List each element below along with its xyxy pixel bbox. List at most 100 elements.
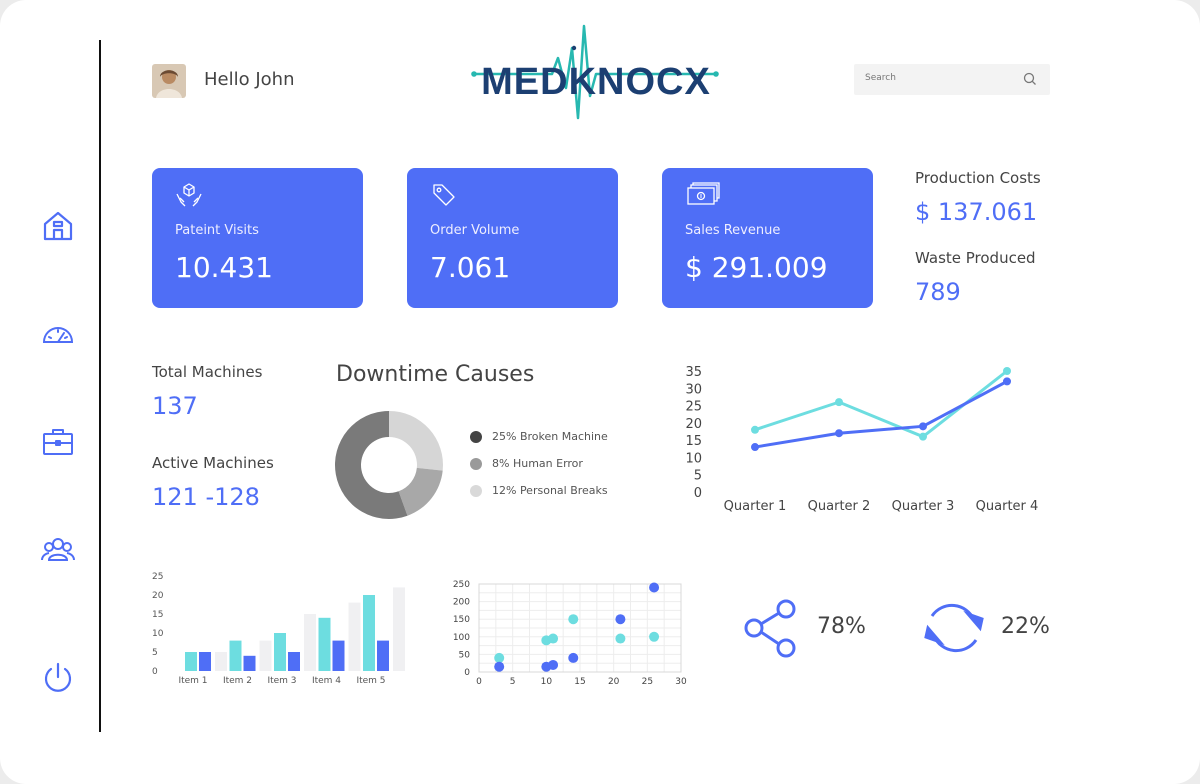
gauge-icon[interactable] [40, 316, 76, 352]
bar-blue [288, 652, 300, 671]
scatter-point [568, 614, 579, 625]
x-tick-label: 20 [608, 677, 620, 687]
scatter-point [494, 661, 505, 672]
medknocx-logo: MEDKNOCX [471, 24, 719, 120]
x-tick-label: Quarter 1 [724, 499, 787, 514]
bar-cyan [229, 640, 242, 671]
kpi-value: 7.061 [430, 251, 511, 284]
scatter-point [568, 652, 579, 663]
data-point [919, 432, 927, 441]
x-tick-label: Item 3 [267, 676, 296, 686]
data-point [751, 425, 759, 434]
x-tick-label: 10 [541, 677, 553, 687]
bar-blue [377, 640, 389, 671]
y-tick-label: 200 [453, 598, 470, 608]
scatter-point [548, 659, 559, 670]
search-input[interactable]: Search [854, 64, 1050, 95]
y-tick-label: 5 [152, 648, 158, 658]
power-icon[interactable] [40, 660, 76, 696]
active-machines-label: Active Machines [152, 454, 274, 472]
legend-dot-broken [470, 431, 482, 443]
users-icon[interactable] [40, 532, 76, 568]
bar-background [304, 614, 316, 671]
data-point [835, 398, 843, 407]
home-icon[interactable] [40, 208, 76, 244]
bar-background [348, 602, 361, 671]
y-tick-label: 10 [685, 451, 702, 466]
logo-text: MEDKNOCX [481, 61, 711, 103]
data-point [835, 429, 843, 438]
y-tick-label: 0 [694, 486, 702, 501]
y-tick-label: 50 [459, 650, 471, 660]
y-tick-label: 20 [685, 417, 702, 432]
x-tick-label: Item 2 [223, 676, 252, 686]
y-tick-label: 150 [453, 615, 470, 625]
y-tick-label: 35 [685, 365, 702, 380]
production-costs-label: Production Costs [915, 169, 1041, 187]
plot-border [478, 583, 682, 673]
kpi-card-patient-visits[interactable]: Pateint Visits 10.431 [152, 168, 363, 308]
bar-background [259, 640, 272, 671]
items-bar-chart: 25 20 15 10 5 0 Item 1 Item 2 Item 3 Item 4 Item 5 [152, 572, 405, 686]
y-tick-label: 250 [453, 580, 470, 590]
bar-background [393, 587, 405, 671]
scatter-point [649, 631, 660, 642]
active-machines-value: 121 -128 [152, 483, 260, 511]
data-point [751, 443, 759, 452]
y-tick-label: 0 [152, 667, 158, 677]
y-tick-label: 10 [152, 629, 164, 639]
series-line [754, 369, 1008, 439]
waste-produced-label: Waste Produced [915, 249, 1036, 267]
search-placeholder: Search [865, 73, 896, 83]
y-tick-label: 0 [464, 668, 470, 678]
waste-produced-value: 789 [915, 278, 961, 306]
data-point [919, 422, 927, 431]
avatar[interactable] [152, 64, 186, 98]
bar-cyan [185, 652, 197, 671]
search-icon[interactable] [1022, 71, 1038, 87]
x-tick-label: Quarter 4 [976, 499, 1039, 514]
x-tick-label: 0 [476, 677, 482, 687]
scatter-chart: 250 200 150 100 50 00 5 10 15 20 25 30 [453, 580, 687, 687]
data-point [1003, 377, 1011, 386]
legend-dot-human [470, 458, 482, 470]
y-tick-label: 100 [453, 633, 470, 643]
kpi-card-order-volume[interactable]: Order Volume 7.061 [407, 168, 618, 308]
y-tick-label: 5 [694, 469, 702, 484]
series-line [754, 380, 1008, 449]
legend-dot-breaks [470, 485, 482, 497]
kpi-label: Pateint Visits [175, 223, 259, 238]
donut-slice-human-error [398, 467, 443, 516]
y-tick-label: 15 [152, 610, 163, 620]
briefcase-icon[interactable] [40, 424, 76, 460]
y-tick-label: 30 [685, 382, 702, 397]
cash-icon [687, 182, 720, 205]
bar-cyan [363, 595, 375, 671]
y-tick-label: 25 [152, 572, 163, 582]
downtime-title: Downtime Causes [336, 362, 535, 387]
total-machines-value: 137 [152, 392, 198, 420]
hands-box-icon [176, 183, 202, 207]
kpi-card-sales-revenue[interactable]: Sales Revenue $ 291.009 [662, 168, 873, 308]
x-tick-label: 5 [510, 677, 516, 687]
y-tick-label: 15 [685, 434, 702, 449]
share-percentage: 78% [817, 614, 866, 639]
x-tick-label: Quarter 3 [892, 499, 955, 514]
bar-blue [332, 640, 345, 671]
refresh-percentage: 22% [1001, 614, 1050, 639]
scatter-point [649, 582, 660, 593]
sidebar-divider [99, 40, 101, 732]
x-tick-label: Item 5 [356, 676, 385, 686]
data-point [1003, 367, 1011, 375]
bar-blue [199, 652, 211, 671]
donut-slice-personal-breaks [389, 411, 443, 471]
x-tick-label: Item 4 [312, 676, 341, 686]
x-tick-label: Item 1 [178, 676, 207, 686]
legend-broken-machine: 25% Broken Machine [492, 430, 608, 443]
kpi-label: Order Volume [430, 223, 520, 238]
share-icon[interactable] [742, 598, 798, 658]
bar-blue [243, 655, 256, 671]
total-machines-label: Total Machines [152, 363, 263, 381]
bar-cyan [274, 633, 286, 671]
refresh-icon[interactable] [916, 598, 992, 658]
